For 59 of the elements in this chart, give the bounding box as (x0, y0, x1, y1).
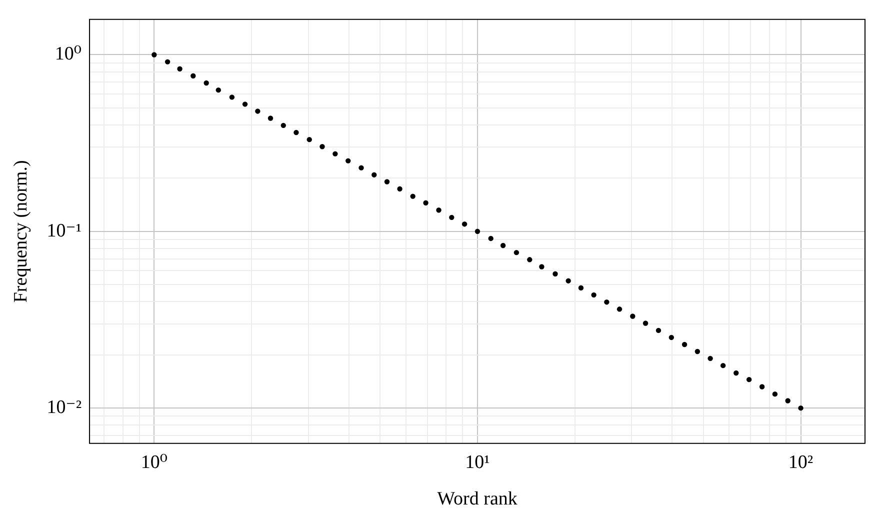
point (190, 73, 196, 78)
x-axis-title: Word rank (437, 488, 518, 510)
y-tick-label: 10⁻² (46, 397, 82, 418)
point (488, 236, 494, 242)
point (500, 242, 506, 248)
point (604, 299, 610, 305)
point (734, 370, 739, 376)
point (332, 151, 338, 156)
point (397, 186, 402, 192)
point (449, 214, 454, 220)
point (268, 116, 274, 121)
point (358, 165, 364, 170)
point (552, 271, 558, 276)
point (216, 87, 221, 93)
point (539, 264, 544, 270)
point (294, 130, 299, 136)
point (372, 172, 377, 178)
point (527, 257, 532, 262)
point (514, 250, 520, 256)
point (566, 278, 571, 284)
point (694, 348, 700, 354)
point (384, 179, 390, 184)
point (656, 328, 662, 334)
point (255, 108, 260, 114)
point (798, 405, 804, 411)
point (708, 356, 713, 362)
x-tick-label: 10² (788, 452, 814, 473)
point (410, 194, 416, 199)
point (474, 228, 480, 234)
point (746, 376, 752, 382)
point (229, 94, 235, 100)
point (578, 285, 584, 290)
point (759, 384, 765, 390)
point (306, 136, 312, 142)
point (682, 342, 688, 348)
point (280, 122, 286, 128)
y-tick-label: 10⁰ (54, 44, 82, 65)
point (785, 398, 790, 404)
point (204, 80, 209, 86)
point (630, 314, 636, 319)
point (720, 362, 726, 368)
point (423, 200, 428, 206)
point (668, 334, 674, 340)
point (177, 66, 182, 72)
point (642, 320, 648, 326)
point (772, 391, 778, 397)
y-tick-label: 10⁻¹ (46, 220, 82, 242)
point (242, 102, 248, 107)
point (164, 59, 170, 64)
point (346, 158, 351, 164)
x-tick-label: 10¹ (465, 452, 490, 473)
point (462, 221, 468, 227)
point (436, 208, 442, 213)
point (152, 52, 157, 58)
point (320, 144, 325, 150)
x-tick-label: 10⁰ (140, 452, 168, 473)
point (591, 292, 596, 298)
y-axis-title: Frequency (norm.) (10, 160, 32, 303)
point (616, 306, 622, 312)
